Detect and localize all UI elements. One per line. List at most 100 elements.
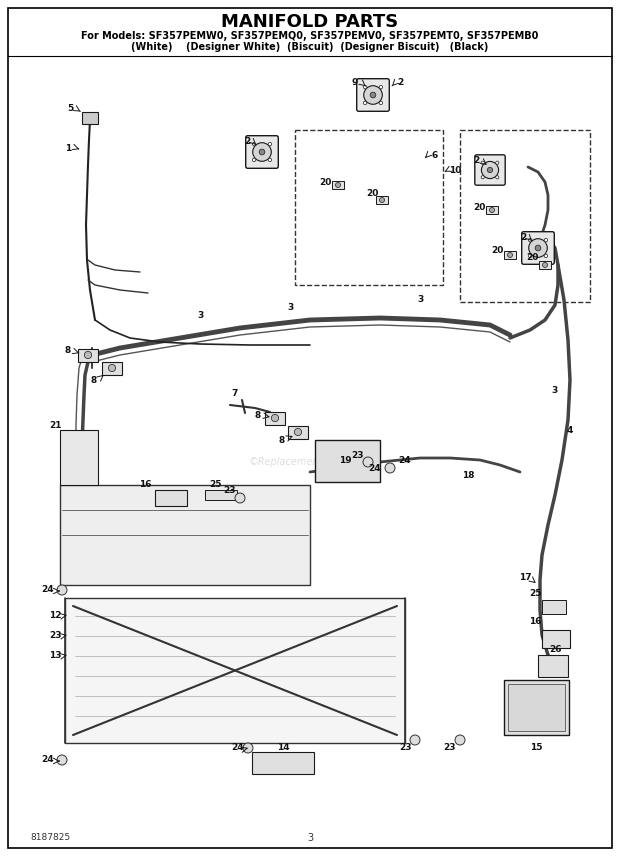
Text: (White)    (Designer White)  (Biscuit)  (Designer Biscuit)   (Black): (White) (Designer White) (Biscuit) (Desi…: [131, 42, 489, 52]
Text: 24: 24: [399, 455, 411, 465]
Circle shape: [385, 463, 395, 473]
Circle shape: [252, 142, 256, 146]
Circle shape: [544, 239, 547, 242]
Text: 14: 14: [277, 744, 290, 752]
Text: 20: 20: [473, 203, 485, 211]
Text: 23: 23: [444, 744, 456, 752]
Text: 9: 9: [352, 78, 358, 86]
Text: 7: 7: [232, 389, 238, 397]
Circle shape: [508, 253, 513, 258]
Text: 23: 23: [49, 631, 61, 639]
Circle shape: [364, 86, 383, 104]
Circle shape: [84, 351, 92, 359]
Bar: [65, 598, 405, 743]
Circle shape: [253, 143, 272, 161]
Text: 23: 23: [352, 450, 365, 460]
Text: 8: 8: [279, 436, 285, 444]
Circle shape: [481, 161, 484, 164]
Text: 18: 18: [462, 471, 474, 479]
Circle shape: [363, 101, 367, 104]
Circle shape: [243, 743, 253, 753]
Bar: [504, 680, 569, 735]
Text: 15: 15: [529, 744, 542, 752]
Text: 3: 3: [307, 833, 313, 843]
Bar: [376, 196, 388, 204]
Bar: [265, 412, 285, 425]
Text: For Models: SF357PEMW0, SF357PEMQ0, SF357PEMV0, SF357PEMT0, SF357PEMB0: For Models: SF357PEMW0, SF357PEMQ0, SF35…: [81, 31, 539, 41]
Text: 19: 19: [339, 455, 352, 465]
Circle shape: [268, 142, 272, 146]
Circle shape: [481, 162, 498, 179]
Text: 5: 5: [67, 104, 73, 112]
Text: 8: 8: [65, 346, 71, 354]
Circle shape: [294, 428, 302, 436]
Text: 20: 20: [526, 253, 538, 263]
Bar: [60, 485, 310, 585]
Bar: [295, 130, 443, 285]
Text: 6: 6: [432, 151, 438, 159]
Text: 24: 24: [232, 744, 244, 752]
Bar: [205, 490, 237, 500]
Circle shape: [481, 175, 484, 179]
Text: ©ReplacementParts.com: ©ReplacementParts.com: [249, 457, 371, 467]
Bar: [82, 112, 98, 124]
Circle shape: [496, 161, 499, 164]
Text: 20: 20: [366, 188, 378, 198]
FancyBboxPatch shape: [246, 136, 278, 169]
Text: 24: 24: [42, 586, 55, 595]
Text: 26: 26: [549, 645, 561, 655]
Text: 2: 2: [244, 136, 250, 146]
Circle shape: [108, 365, 116, 372]
Circle shape: [57, 755, 67, 765]
Bar: [486, 206, 498, 214]
Text: 16: 16: [529, 617, 541, 627]
Text: 8187825: 8187825: [30, 834, 70, 842]
Text: 12: 12: [49, 610, 61, 620]
Circle shape: [363, 86, 367, 89]
Text: 24: 24: [42, 756, 55, 764]
Bar: [504, 251, 516, 259]
Circle shape: [496, 175, 499, 179]
Circle shape: [57, 585, 67, 595]
Text: 3: 3: [287, 304, 293, 312]
Bar: [252, 752, 314, 774]
Text: 20: 20: [319, 177, 331, 187]
Circle shape: [455, 735, 465, 745]
Circle shape: [379, 101, 383, 104]
FancyBboxPatch shape: [475, 155, 505, 185]
Bar: [539, 261, 551, 269]
Bar: [542, 630, 570, 648]
Circle shape: [363, 457, 373, 467]
Bar: [315, 440, 380, 482]
FancyBboxPatch shape: [521, 232, 554, 265]
Text: 23: 23: [224, 485, 236, 495]
Circle shape: [528, 254, 532, 258]
Bar: [460, 130, 590, 302]
Bar: [78, 349, 98, 362]
Text: 1: 1: [65, 144, 71, 152]
Circle shape: [252, 158, 256, 162]
Circle shape: [487, 168, 493, 173]
Text: 13: 13: [49, 651, 61, 659]
Circle shape: [259, 149, 265, 155]
Circle shape: [544, 254, 547, 258]
Bar: [102, 362, 122, 375]
Text: 3: 3: [197, 311, 203, 319]
Text: 17: 17: [519, 574, 531, 582]
Circle shape: [272, 414, 278, 422]
Circle shape: [235, 493, 245, 503]
Text: 4: 4: [567, 425, 573, 435]
Circle shape: [268, 158, 272, 162]
Circle shape: [370, 92, 376, 98]
Text: 2: 2: [473, 156, 479, 164]
Bar: [155, 490, 187, 506]
Circle shape: [379, 86, 383, 89]
Bar: [538, 655, 568, 677]
Text: 8: 8: [91, 376, 97, 384]
Circle shape: [535, 245, 541, 251]
Text: 3: 3: [417, 295, 423, 305]
Text: 10: 10: [449, 165, 461, 175]
Bar: [542, 600, 566, 614]
Bar: [288, 426, 308, 439]
Text: 21: 21: [49, 420, 61, 430]
